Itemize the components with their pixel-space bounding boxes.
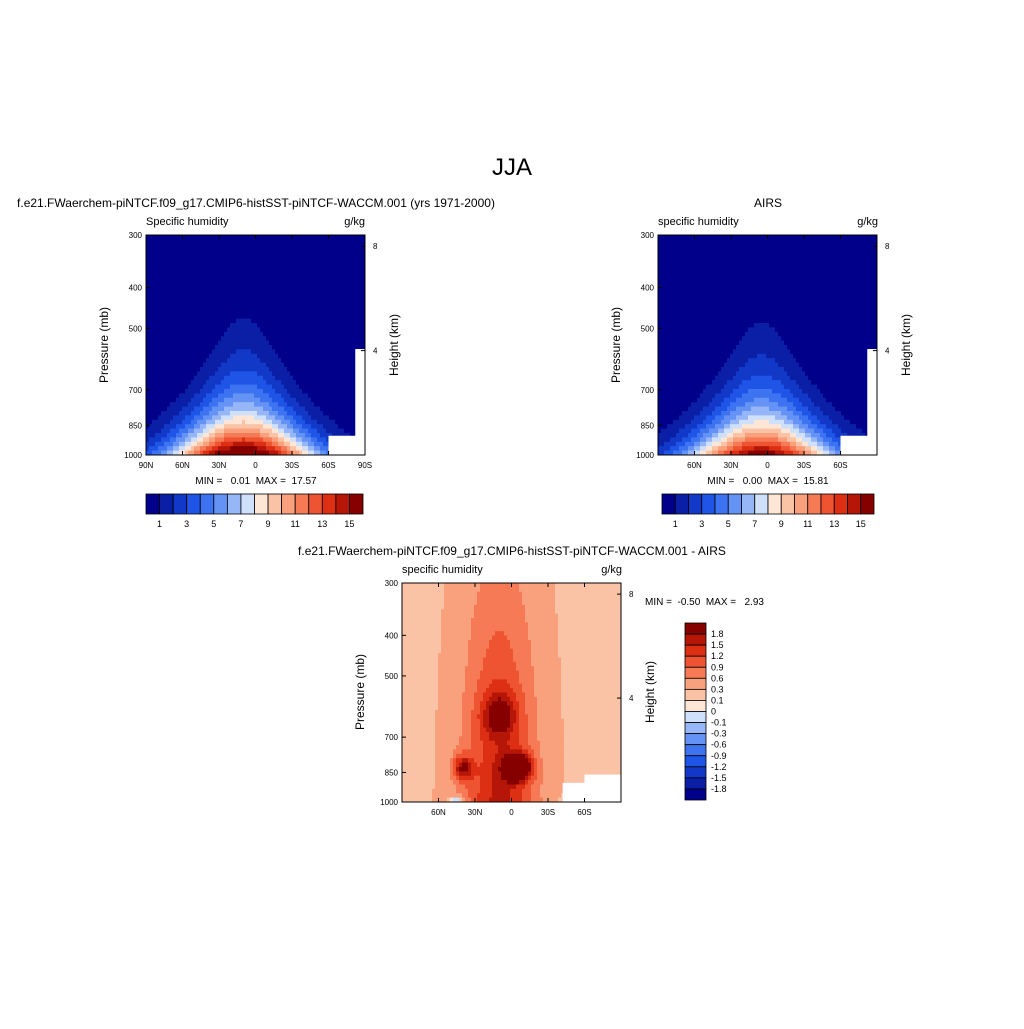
colorbar-swatch bbox=[227, 494, 241, 514]
colorbar-label: 15 bbox=[344, 519, 354, 529]
x-tick-label: 60S bbox=[321, 461, 335, 470]
plot-area-model: 90N 60N 30N 0 30S 60S 90S 300 400 500 700 850 1000 8 4 bbox=[124, 231, 378, 470]
y-tick-label: 400 bbox=[129, 284, 143, 293]
colorbar-swatch bbox=[200, 494, 214, 514]
panel-obs-left-label: specific humidity bbox=[658, 216, 739, 228]
panel-model-stats: MIN = 0.01 MAX = 17.57 bbox=[195, 476, 317, 487]
y2-tick-label: 4 bbox=[373, 347, 378, 356]
page-title: JJA bbox=[492, 154, 532, 181]
colorbar-swatch bbox=[255, 494, 269, 514]
colorbar-swatch bbox=[295, 494, 309, 514]
colorbar-swatch bbox=[241, 494, 255, 514]
colorbar-swatch bbox=[309, 494, 323, 514]
colorbar-label: 11 bbox=[291, 519, 300, 529]
x-tick-label: 90S bbox=[358, 461, 372, 470]
colorbar-swatch bbox=[336, 494, 350, 514]
x-tick-label: 30S bbox=[285, 461, 299, 470]
y-tick-label: 500 bbox=[129, 324, 143, 333]
x-tick-label: 0 bbox=[253, 461, 258, 470]
x-tick-label: 60N bbox=[175, 461, 190, 470]
no-data-mask bbox=[355, 349, 365, 455]
colorbar-label: 5 bbox=[211, 519, 216, 529]
y-tick-label: 1000 bbox=[124, 451, 142, 460]
x-tick-label: 90N bbox=[139, 461, 154, 470]
colorbar-swatch bbox=[146, 494, 160, 514]
colorbar-label: 7 bbox=[238, 519, 243, 529]
colorbar-label: 13 bbox=[317, 519, 327, 529]
field-obs bbox=[658, 235, 878, 456]
colorbar-swatch bbox=[214, 494, 228, 514]
field-model bbox=[146, 235, 366, 456]
y-tick-label: 850 bbox=[129, 421, 143, 430]
colorbar-label: 3 bbox=[184, 519, 189, 529]
colorbar-swatch bbox=[187, 494, 201, 514]
colorbar-swatch bbox=[349, 494, 363, 514]
panel-model-ylabel-right: Height (km) bbox=[387, 314, 401, 376]
colorbar-label: 1 bbox=[157, 519, 162, 529]
colorbar-label: 9 bbox=[266, 519, 271, 529]
panel-model-title: f.e21.FWaerchem-piNTCF.f09_g17.CMIP6-his… bbox=[17, 196, 495, 210]
colorbar-swatch bbox=[268, 494, 282, 514]
panel-model-units: g/kg bbox=[344, 216, 365, 228]
panel-obs-title: AIRS bbox=[754, 196, 782, 210]
x-tick-label: 30N bbox=[212, 461, 227, 470]
colorbar-swatch bbox=[160, 494, 174, 514]
y-tick-label: 300 bbox=[129, 231, 143, 240]
y-tick-label: 700 bbox=[129, 386, 143, 395]
panel-obs-units: g/kg bbox=[857, 216, 878, 228]
panel-model: f.e21.FWaerchem-piNTCF.f09_g17.CMIP6-his… bbox=[17, 196, 495, 529]
panel-model-left-label: Specific humidity bbox=[146, 216, 229, 228]
panel-model-ylabel: Pressure (mb) bbox=[97, 307, 111, 383]
colorbar-swatch bbox=[282, 494, 296, 514]
colorbar-swatch bbox=[322, 494, 336, 514]
y2-tick-label: 8 bbox=[373, 242, 378, 251]
colorbar-swatch bbox=[173, 494, 187, 514]
